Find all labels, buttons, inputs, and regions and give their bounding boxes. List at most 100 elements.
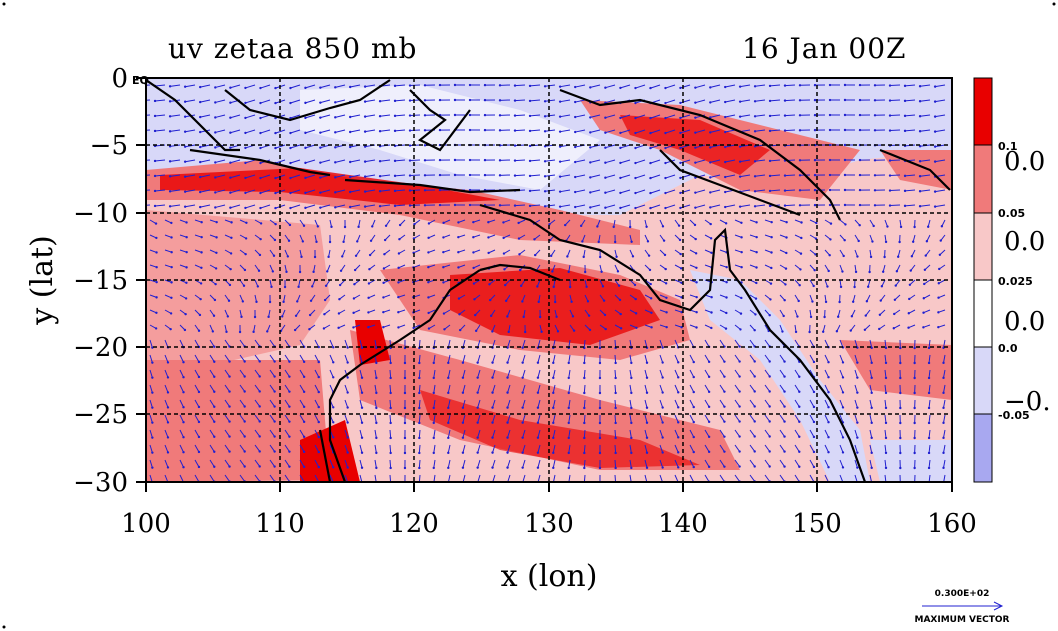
wind-vector [784, 129, 796, 132]
wind-vector [529, 99, 541, 102]
wind-vector-head [556, 330, 560, 333]
wind-vector-head [574, 160, 577, 164]
wind-vector [809, 369, 815, 378]
wind-vector [769, 84, 781, 87]
wind-vector-head [618, 298, 622, 302]
wind-vector [299, 399, 305, 408]
wind-vector-head [536, 376, 540, 379]
wind-vector-head [710, 311, 713, 314]
wind-vector-head [244, 101, 247, 105]
colorbar-clipped-label: 0.0 [1004, 227, 1045, 257]
wind-vector-head [166, 406, 170, 409]
wind-vector [492, 414, 496, 423]
wind-vector [764, 369, 771, 377]
wind-vector-head [258, 465, 261, 468]
wind-vector [943, 354, 946, 363]
wind-vector-head [665, 296, 668, 299]
wind-vector-head [393, 189, 397, 193]
wind-vector-head [798, 114, 802, 117]
wind-vector-head [199, 160, 202, 164]
wind-vector-head [168, 115, 172, 118]
wind-vector-head [183, 85, 187, 88]
wind-vector [335, 84, 346, 88]
wind-vector-head [800, 221, 803, 224]
wind-vector [514, 114, 526, 117]
wind-vector [477, 459, 481, 468]
wind-vector-head [933, 100, 937, 103]
wind-vector-head [679, 191, 682, 195]
wind-vector-head [558, 175, 562, 178]
wind-vector-head [369, 239, 373, 242]
wind-vector [462, 414, 466, 423]
wind-vector-head [244, 252, 247, 256]
wind-vector [734, 399, 741, 407]
wind-vector [314, 459, 320, 468]
wind-vector-head [346, 451, 349, 454]
wind-vector-head [798, 174, 802, 177]
wind-vector-head [185, 266, 188, 269]
wind-vector-head [645, 361, 649, 364]
wind-vector-head [923, 282, 926, 286]
wind-vector-head [738, 85, 742, 88]
wind-vector-head [679, 101, 682, 105]
wind-vector-head [725, 281, 728, 284]
wind-vector [779, 354, 785, 362]
wind-vector-head [794, 330, 798, 334]
wind-vector-head [363, 175, 367, 178]
wind-vector [665, 114, 676, 119]
wind-vector [179, 429, 184, 438]
wind-vector-head [856, 406, 859, 409]
wind-vector-head [139, 204, 141, 206]
wind-vector-head [888, 159, 892, 162]
wind-vector-head [865, 300, 869, 303]
wind-vector-head [182, 375, 185, 379]
wind-vector [635, 129, 646, 134]
wind-vector-head [432, 466, 435, 470]
wind-vector [185, 129, 196, 133]
wind-vector-head [288, 465, 291, 468]
wind-vector [740, 114, 751, 118]
wind-vector [284, 429, 290, 437]
wind-vector-head [324, 284, 328, 287]
wind-vector-head [663, 253, 667, 257]
wind-vector-head [168, 100, 172, 103]
wind-vector [290, 204, 301, 209]
wind-vector-head [453, 98, 457, 102]
wind-vector-head [274, 86, 277, 90]
wind-vector [179, 399, 184, 408]
wind-vector-head [555, 315, 558, 319]
wind-vector-head [918, 175, 922, 178]
wind-vector-head [315, 240, 318, 244]
wind-vector [284, 339, 290, 347]
wind-vector-head [506, 406, 509, 409]
wind-vector-head [768, 420, 771, 423]
grid-lines [146, 78, 952, 482]
wind-vector-head [937, 311, 940, 314]
wind-vector-head [228, 435, 231, 438]
wind-vector-head [346, 361, 349, 364]
wind-vector-head [893, 298, 897, 301]
wind-vector-head [382, 267, 386, 270]
wind-vector-head [498, 174, 502, 177]
wind-vector [299, 459, 305, 468]
wind-vector-head [798, 420, 801, 423]
wind-vector-head [349, 115, 352, 119]
wind-vector-head [827, 375, 830, 379]
wind-vector [146, 129, 151, 131]
wind-vector [928, 384, 931, 394]
wind-vector-head [664, 161, 667, 165]
wind-vector-head [679, 176, 682, 180]
wind-vector-head [707, 450, 711, 454]
wind-vector [260, 129, 271, 134]
wind-vector [260, 174, 271, 179]
wind-vector [943, 459, 946, 468]
wind-vector-head [614, 421, 617, 425]
wind-vector-head [661, 466, 664, 469]
wind-vector [884, 459, 887, 468]
wind-vector-head [918, 85, 922, 88]
wind-vector [320, 159, 331, 164]
wind-vector-head [549, 254, 553, 258]
wind-vector-head [899, 376, 902, 380]
wind-vector-head [601, 285, 605, 288]
wind-vector-head [754, 297, 758, 300]
